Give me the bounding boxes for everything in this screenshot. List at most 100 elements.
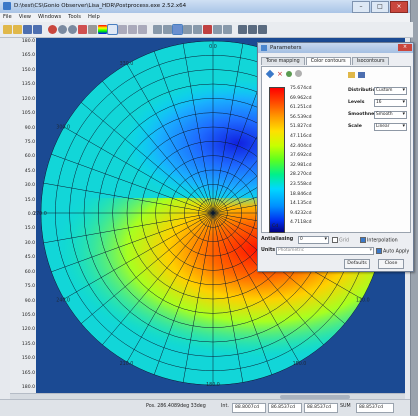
angle-spoke bbox=[212, 212, 300, 363]
angle-label: 150.0 bbox=[293, 361, 307, 367]
y-tick-label: 0.0 bbox=[27, 212, 35, 217]
delete-icon[interactable] bbox=[203, 25, 212, 34]
app-icon bbox=[3, 2, 11, 10]
parameters-panel: Parameters × Tone mapping Color contours… bbox=[257, 42, 414, 272]
polar-view-icon[interactable] bbox=[107, 24, 118, 35]
save-icon[interactable] bbox=[23, 25, 32, 34]
legend-level-label: 37.692cd bbox=[290, 153, 312, 159]
legend-level-label: 56.539cd bbox=[290, 114, 312, 120]
grid-icon[interactable] bbox=[88, 25, 97, 34]
color-map-icon[interactable] bbox=[78, 25, 87, 34]
print-icon[interactable] bbox=[238, 25, 247, 34]
angle-spoke bbox=[153, 212, 214, 375]
select-icon[interactable] bbox=[172, 24, 183, 35]
angle-label: 0.0 bbox=[209, 44, 217, 50]
minimize-button[interactable]: – bbox=[352, 1, 370, 13]
angle-spoke bbox=[51, 212, 214, 273]
antialiasing-label: Antialiasing bbox=[261, 237, 294, 242]
angle-spoke bbox=[51, 153, 214, 214]
frame-icon[interactable] bbox=[223, 25, 232, 34]
settings-icon[interactable] bbox=[258, 25, 267, 34]
menu-windows[interactable]: Windows bbox=[38, 14, 62, 20]
zoom-out-icon[interactable] bbox=[68, 25, 77, 34]
smoothness-select[interactable]: Smooth bbox=[374, 111, 407, 119]
y-tick-label: 75.0 bbox=[24, 139, 35, 145]
scrollbar-thumb[interactable] bbox=[280, 395, 350, 399]
y-tick-label: 165.0 bbox=[21, 370, 35, 376]
angle-spoke bbox=[212, 212, 324, 345]
color-picker-icon[interactable] bbox=[286, 71, 292, 77]
antialiasing-select[interactable]: 0 bbox=[298, 236, 329, 244]
layout-icon[interactable] bbox=[138, 25, 147, 34]
angle-label: 270.0 bbox=[33, 211, 47, 217]
load-palette-icon[interactable] bbox=[348, 72, 355, 78]
split-icon[interactable] bbox=[213, 25, 222, 34]
legend-level-label: 23.558cd bbox=[290, 182, 312, 187]
y-tick-label: 120.0 bbox=[21, 327, 35, 333]
angle-spoke bbox=[182, 212, 214, 383]
export-icon[interactable] bbox=[248, 25, 257, 34]
maximize-button[interactable]: □ bbox=[371, 1, 389, 13]
legend-level-label: 32.981cd bbox=[290, 162, 312, 168]
interpolation-checkbox[interactable]: Interpolation bbox=[360, 237, 398, 244]
angle-label: 180.0 bbox=[206, 382, 220, 388]
menu-file[interactable]: File bbox=[3, 14, 12, 20]
cartesian-view-icon[interactable] bbox=[118, 25, 127, 34]
menu-bar: File View Windows Tools Help bbox=[0, 13, 410, 22]
tab-tone-mapping[interactable]: Tone mapping bbox=[261, 57, 305, 65]
parameters-title-bar[interactable]: Parameters × bbox=[258, 43, 413, 53]
horizontal-scrollbar[interactable] bbox=[10, 393, 405, 400]
angle-label: 330.0 bbox=[120, 61, 134, 67]
close-parameters-button[interactable]: Close bbox=[378, 259, 404, 269]
reset-icon[interactable] bbox=[295, 70, 302, 77]
int-value-2: 86.8537cd bbox=[268, 403, 302, 413]
units-select[interactable]: Photometric bbox=[276, 247, 374, 255]
measure-icon[interactable] bbox=[153, 25, 162, 34]
interpolation-check-icon[interactable] bbox=[360, 237, 366, 243]
legend-unit: Cd bbox=[272, 224, 279, 229]
menu-help[interactable]: Help bbox=[87, 14, 100, 20]
auto-apply-checkbox[interactable]: Auto Apply bbox=[376, 248, 409, 255]
scale-label: Scale bbox=[348, 124, 362, 129]
defaults-button[interactable]: Defaults bbox=[344, 259, 370, 269]
save-palette-icon[interactable] bbox=[358, 72, 365, 78]
auto-apply-check-icon[interactable] bbox=[376, 248, 382, 254]
parameters-title: Parameters bbox=[270, 45, 302, 51]
distribution-select[interactable]: Custom bbox=[374, 87, 407, 95]
zoom-in-icon[interactable] bbox=[58, 25, 67, 34]
add-level-icon[interactable] bbox=[265, 69, 275, 79]
crosshair-icon[interactable] bbox=[163, 25, 172, 34]
tab-color-contours[interactable]: Color contours bbox=[305, 57, 351, 65]
int-label: Int. bbox=[221, 404, 229, 409]
angle-spoke bbox=[212, 212, 273, 375]
menu-view[interactable]: View bbox=[18, 14, 31, 20]
grid-check-icon[interactable] bbox=[332, 237, 338, 243]
y-tick-label: 30.0 bbox=[24, 183, 35, 189]
grid-checkbox[interactable]: Grid bbox=[332, 237, 349, 244]
levels-select[interactable]: 16 bbox=[374, 99, 407, 107]
target-icon[interactable] bbox=[193, 25, 202, 34]
legend-level-label: 4.7118cd bbox=[290, 220, 312, 226]
view-3d-icon[interactable] bbox=[128, 25, 137, 34]
legend-level-label: 14.135cd bbox=[290, 201, 312, 207]
parameters-close-icon[interactable]: × bbox=[398, 44, 412, 51]
interpolation-label: Interpolation bbox=[367, 238, 398, 244]
contour-icon[interactable] bbox=[183, 25, 192, 34]
tab-isocontours[interactable]: Isocontours bbox=[351, 57, 390, 65]
palette-icon[interactable] bbox=[98, 25, 107, 34]
save-as-icon[interactable] bbox=[33, 25, 42, 34]
open-file-icon[interactable] bbox=[13, 25, 22, 34]
close-button[interactable]: × bbox=[390, 1, 408, 13]
y-tick-label: 90.0 bbox=[24, 298, 35, 304]
smoothness-label: Smoothness bbox=[348, 112, 380, 117]
menu-tools[interactable]: Tools bbox=[68, 14, 81, 20]
scale-select[interactable]: Linear bbox=[374, 123, 407, 131]
stop-icon[interactable] bbox=[48, 25, 57, 34]
grid-label: Grid bbox=[339, 238, 350, 244]
remove-level-icon[interactable]: × bbox=[277, 70, 283, 78]
auto-apply-label: Auto Apply bbox=[383, 249, 410, 255]
angle-label: 240.0 bbox=[56, 298, 70, 304]
int-value-3: 88.8537cd bbox=[304, 403, 338, 413]
open-folder-icon[interactable] bbox=[3, 25, 12, 34]
int-value-1: 88.8007cd bbox=[232, 403, 266, 413]
